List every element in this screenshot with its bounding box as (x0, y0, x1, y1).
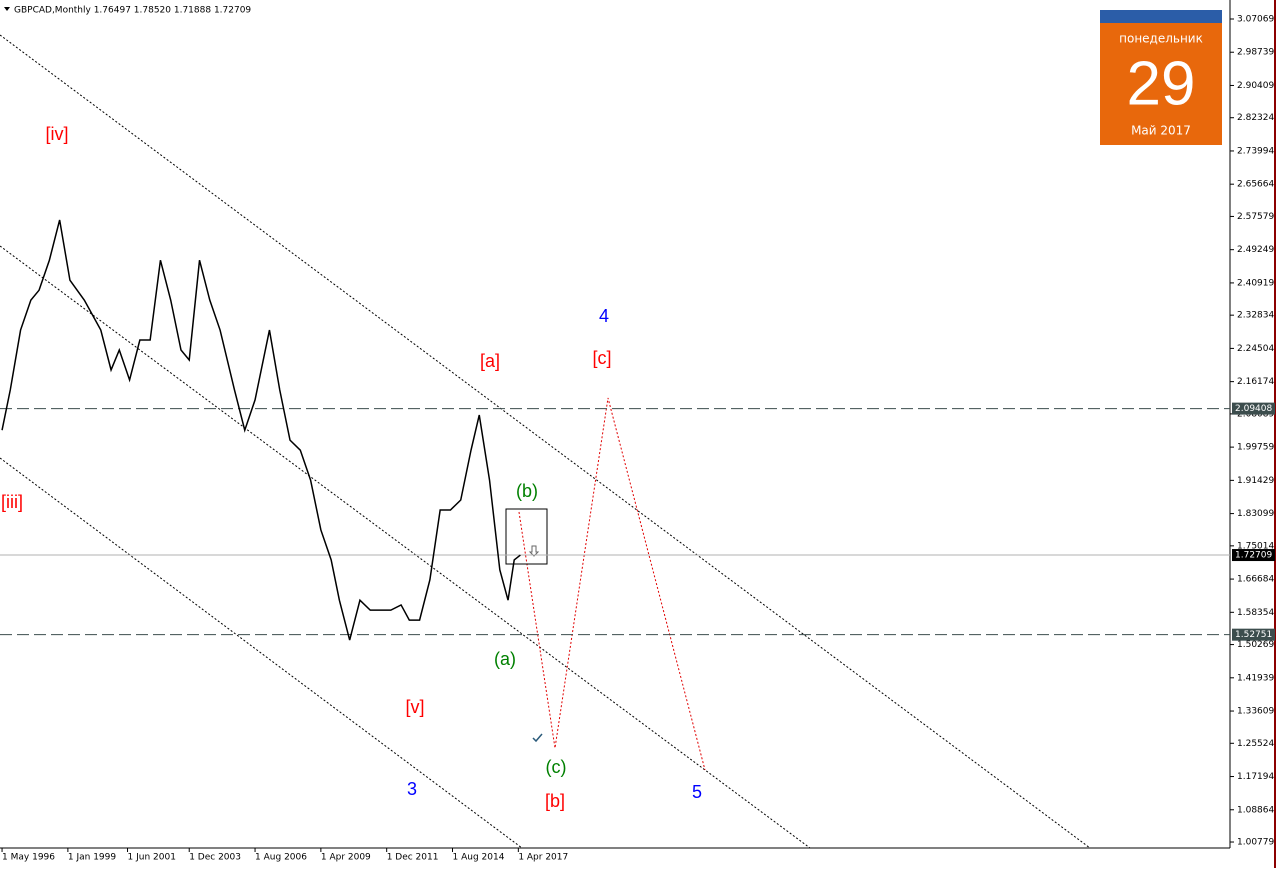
x-tick-label: 1 Dec 2003 (189, 853, 241, 863)
y-tick-label: 2.73994 (1237, 146, 1274, 156)
y-tick-label: 1.08864 (1237, 805, 1274, 815)
wave-label: [v] (405, 697, 424, 717)
y-tick-label: 1.83099 (1237, 509, 1274, 519)
y-tick-label: 1.25524 (1237, 739, 1274, 749)
wave-label: (a) (494, 649, 516, 669)
y-tick-label: 1.99759 (1237, 443, 1274, 453)
wave-label: [iv] (45, 124, 68, 144)
y-tick-label: 1.33609 (1237, 707, 1274, 717)
arrow-icon (528, 545, 540, 557)
x-tick-label: 1 Jun 2001 (128, 853, 176, 863)
channel-lines (0, 34, 1091, 849)
y-tick-label: 2.90409 (1237, 81, 1274, 91)
wave-label: (c) (546, 757, 567, 777)
calendar-month: Май 2017 (1131, 124, 1191, 138)
y-tick-label: 2.57579 (1237, 212, 1274, 222)
calendar-background (1100, 10, 1222, 145)
calendar: понедельник 29 Май 2017 (1100, 10, 1222, 145)
x-tick-label: 1 Aug 2014 (453, 853, 505, 863)
selection-box (505, 508, 548, 565)
channel-line (0, 245, 811, 849)
y-tick-label: 1.17194 (1237, 772, 1274, 782)
price-level-label: 2.09408 (1235, 404, 1272, 414)
wave-label: 3 (407, 779, 417, 799)
wave-label: [b] (545, 791, 565, 811)
wave-label: 4 (599, 306, 609, 326)
y-tick-label: 1.41939 (1237, 673, 1274, 683)
y-tick-label: 1.58354 (1237, 608, 1274, 618)
wave-label: [a] (480, 351, 500, 371)
x-tick-label: 1 Dec 2011 (387, 853, 439, 863)
price-line (1, 219, 521, 641)
y-tick-label: 1.50269 (1237, 640, 1274, 650)
chart-title: GBPCAD,Monthly 1.76497 1.78520 1.71888 1… (14, 6, 251, 16)
check-icon (532, 733, 543, 743)
x-tick-label: 1 May 1996 (2, 853, 55, 863)
y-tick-label: 2.82324 (1237, 113, 1274, 123)
y-tick-label: 2.32834 (1237, 311, 1274, 321)
y-tick-label: 1.00779 (1237, 838, 1274, 848)
forecast-path (518, 397, 706, 771)
x-tick-label: 1 Jan 1999 (68, 853, 116, 863)
price-level-box (1232, 628, 1275, 641)
y-tick-label: 3.07069 (1237, 14, 1274, 24)
x-tick-label: 1 Aug 2006 (255, 853, 307, 863)
y-tick-label: 2.16174 (1237, 377, 1274, 387)
calendar-day: 29 (1127, 49, 1196, 118)
y-tick-label: 2.40919 (1237, 278, 1274, 288)
y-tick-label: 2.49249 (1237, 245, 1274, 255)
x-tick-label: 1 Apr 2017 (518, 853, 568, 863)
y-tick-label: 1.91429 (1237, 476, 1274, 486)
y-tick-label: 2.24504 (1237, 344, 1274, 354)
channel-line (0, 457, 523, 849)
channel-line (0, 34, 1091, 849)
wave-label: 5 (692, 782, 702, 802)
y-tick-label: 1.66684 (1237, 575, 1274, 585)
wave-label: [iii] (1, 492, 23, 512)
calendar-rings (1100, 10, 1222, 23)
y-tick-label: 2.98739 (1237, 48, 1274, 58)
x-tick-label: 1 Apr 2009 (321, 853, 371, 863)
price-level-label: 1.72709 (1235, 551, 1272, 561)
menu-arrow (4, 7, 10, 11)
wave-label: [c] (592, 348, 611, 368)
y-tick-label: 2.65664 (1237, 180, 1274, 190)
calendar-weekday: понедельник (1119, 32, 1203, 46)
y-tick-label: 1.75014 (1237, 541, 1274, 551)
price-level-box (1232, 402, 1275, 415)
wave-label: (b) (516, 481, 538, 501)
price-level-label: 1.52751 (1235, 630, 1272, 640)
price-level-box (1232, 549, 1275, 562)
